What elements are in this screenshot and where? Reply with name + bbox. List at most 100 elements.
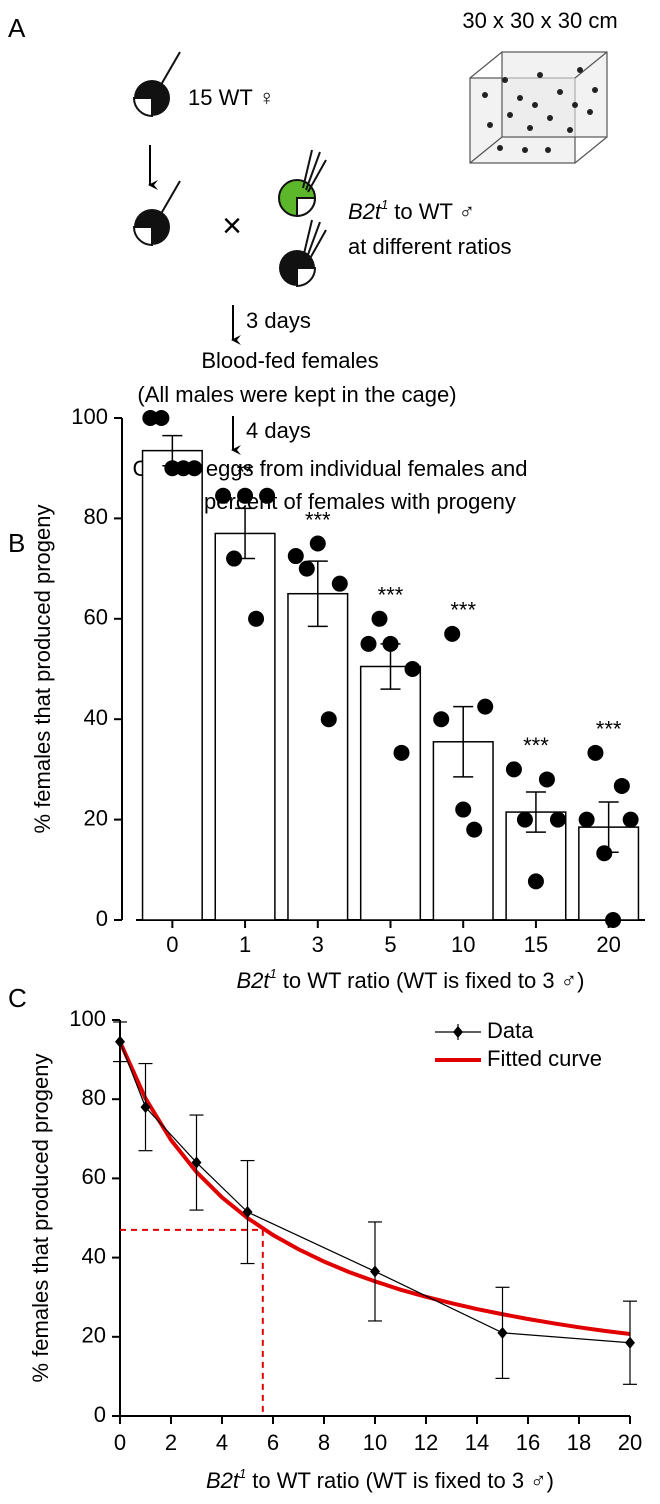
result-note: (All males were kept in the cage): [137, 382, 456, 407]
data-point: [539, 771, 555, 787]
label-text: to WT ratio (WT is fixed to 3 ♂): [283, 968, 585, 993]
significance: ***: [450, 598, 476, 623]
label-text: to WT ratio (WT is fixed to 3 ♂): [252, 1468, 554, 1493]
y-axis-label: % females that produced progeny: [28, 1054, 53, 1383]
data-point: [444, 626, 460, 642]
significance: ***: [378, 583, 404, 608]
allele: 1: [270, 966, 277, 981]
y-tick-label: 80: [84, 504, 108, 529]
y-tick-label: 60: [82, 1164, 106, 1189]
data-point: [372, 611, 388, 627]
bar: [361, 666, 421, 920]
y-tick-label: 20: [84, 805, 108, 830]
data-point: [587, 745, 603, 761]
data-point: [477, 699, 493, 715]
y-tick-label: 40: [84, 705, 108, 730]
legend-swatch: [453, 1026, 463, 1038]
x-tick-label: 20: [596, 932, 620, 957]
data-point: [383, 636, 399, 652]
data-point: [517, 812, 533, 828]
x-tick-label: 14: [465, 1430, 489, 1455]
data-point: [237, 488, 253, 504]
data-point: [153, 410, 169, 426]
y-tick-label: 20: [82, 1323, 106, 1348]
data-point: [596, 845, 612, 861]
x-tick-label: 8: [318, 1430, 330, 1455]
allele: 1: [239, 1466, 246, 1481]
y-tick-label: 80: [82, 1085, 106, 1110]
step-label: 3 days: [246, 308, 311, 333]
panel-label: A: [8, 13, 26, 43]
data-point: [332, 576, 348, 592]
cage-icon: [470, 52, 607, 163]
data-point: [498, 1327, 508, 1339]
y-tick-label: 40: [82, 1243, 106, 1268]
panel-a: A 30 x 30 x 30 cm 15 WT ♀ ×: [8, 8, 618, 514]
y-tick-label: 0: [96, 906, 108, 931]
y-axis-label: % females that produced progeny: [30, 505, 55, 834]
mosquito-male-wt: [279, 220, 326, 286]
x-axis-label: B2t1 to WT ratio (WT is fixed to 3 ♂): [236, 966, 584, 993]
x-tick-label: 20: [618, 1430, 642, 1455]
x-tick-label: 12: [414, 1430, 438, 1455]
x-axis-label: B2t1 to WT ratio (WT is fixed to 3 ♂): [206, 1466, 554, 1493]
ratios-label: at different ratios: [348, 234, 511, 259]
data-point: [288, 548, 304, 564]
data-point: [215, 488, 231, 504]
males-text: to WT ♂: [394, 199, 475, 224]
x-tick-label: 0: [114, 1430, 126, 1455]
data-point: [625, 1337, 635, 1349]
data-point: [528, 873, 544, 889]
data-point: [550, 812, 566, 828]
data-point: [259, 488, 275, 504]
gene: B2t: [348, 199, 382, 224]
panel-label: B: [8, 528, 25, 558]
x-tick-label: 15: [524, 932, 548, 957]
data-point: [455, 802, 471, 818]
cross-symbol: ×: [222, 207, 242, 245]
data-point: [361, 636, 377, 652]
x-tick-label: 0: [166, 932, 178, 957]
data-point: [433, 711, 449, 727]
data-point: [394, 745, 410, 761]
bar: [215, 533, 275, 920]
data-point: [605, 912, 621, 928]
bar: [288, 594, 348, 920]
y-tick-label: 0: [94, 1402, 106, 1427]
x-tick-label: 18: [567, 1430, 591, 1455]
data-point: [299, 561, 315, 577]
data-point: [248, 611, 264, 627]
legend-label: Data: [487, 1018, 534, 1043]
x-tick-label: 3: [312, 932, 324, 957]
step-label: 4 days: [246, 418, 311, 443]
bar: [143, 451, 203, 920]
significance: **: [237, 460, 255, 485]
panel-label: C: [8, 983, 27, 1013]
x-tick-label: 10: [451, 932, 475, 957]
data-point: [370, 1265, 380, 1277]
mosquito-male-b2t: [279, 150, 326, 216]
x-tick-label: 5: [384, 932, 396, 957]
x-tick-label: 10: [363, 1430, 387, 1455]
data-point: [623, 812, 639, 828]
data-point: [186, 460, 202, 476]
gene: B2t: [236, 968, 270, 993]
result-label: Blood-fed females: [201, 348, 378, 373]
data-point: [226, 551, 242, 567]
data-point: [321, 711, 337, 727]
gene: B2t: [206, 1468, 240, 1493]
y-tick-label: 100: [69, 1006, 106, 1031]
x-tick-label: 2: [165, 1430, 177, 1455]
legend-label: Fitted curve: [487, 1046, 602, 1071]
y-tick-label: 100: [71, 404, 108, 429]
x-tick-label: 16: [516, 1430, 540, 1455]
females-label: 15 WT ♀: [188, 85, 275, 110]
data-point: [310, 536, 326, 552]
significance: ***: [596, 717, 622, 742]
data-point: [506, 761, 522, 777]
significance: ***: [305, 507, 331, 532]
y-tick-label: 60: [84, 605, 108, 630]
mosquito-female: [134, 52, 180, 116]
data-point: [405, 661, 421, 677]
mosquito-female: [134, 181, 180, 245]
